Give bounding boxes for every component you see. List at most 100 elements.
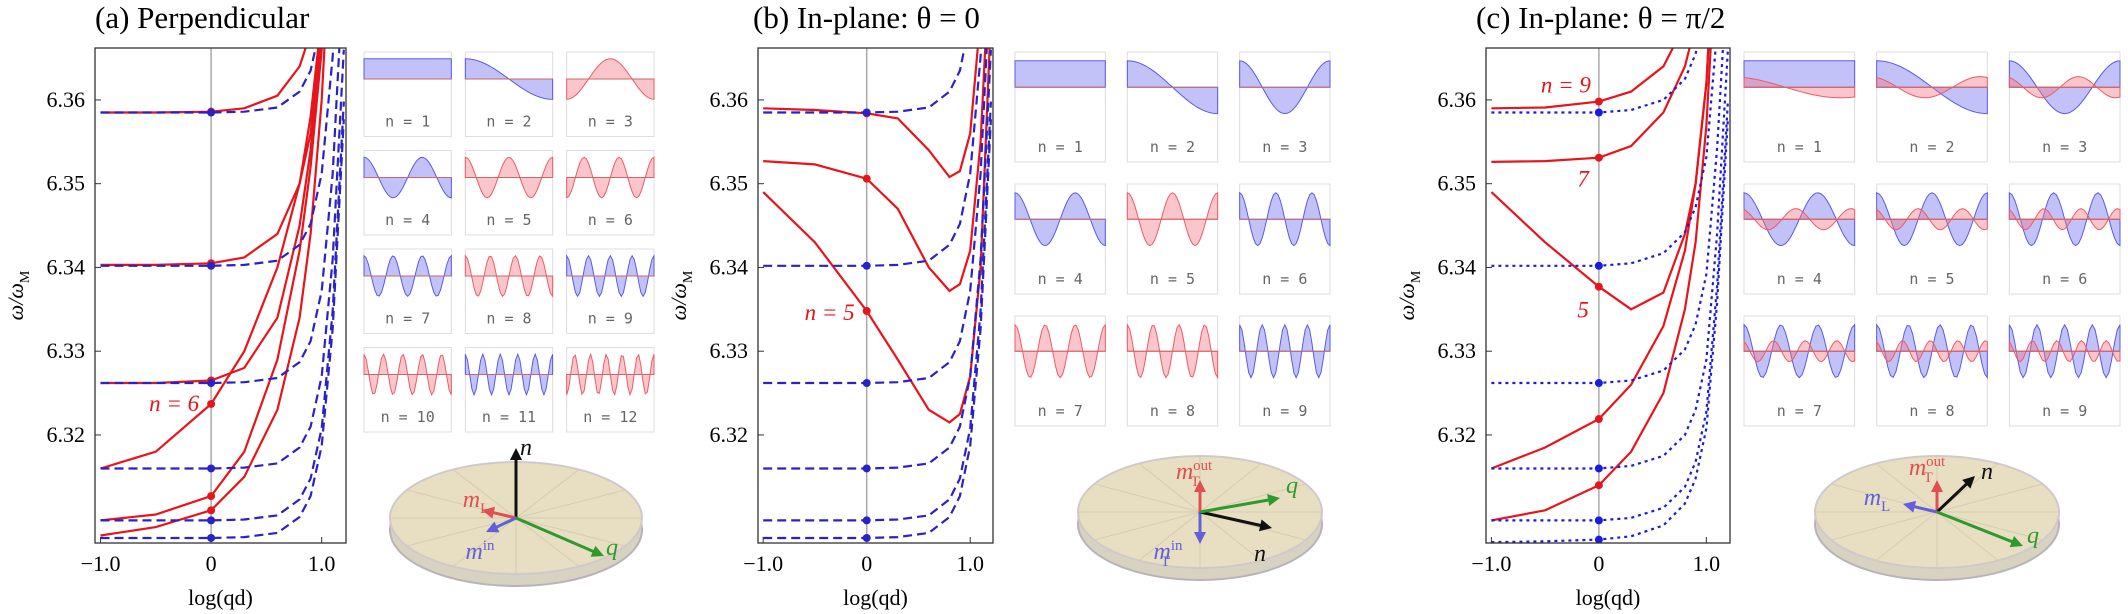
vector-label-symbol: n	[1981, 459, 1993, 485]
y-tick-label: 6.35	[1438, 171, 1477, 196]
vector-arrow	[1199, 510, 1265, 528]
y-axis-label-main: ω/ω	[1394, 283, 1419, 320]
mode-label: n = 5	[1909, 270, 1954, 288]
vector-label-sup: out	[1926, 454, 1946, 470]
mode-label: n = 4	[1038, 270, 1083, 288]
mode-box	[1126, 315, 1219, 427]
curve	[100, 48, 323, 522]
vector-label: n	[520, 435, 532, 461]
mode-label: n = 6	[1262, 270, 1307, 288]
mode-box	[464, 150, 554, 236]
curve	[763, 101, 992, 522]
mode-box	[566, 248, 655, 334]
x-tick-label: 0	[206, 551, 217, 576]
mode-label: n = 2	[1909, 138, 1954, 156]
mode-box	[1126, 183, 1219, 295]
vector-label-symbol: m	[463, 487, 480, 513]
x-tick-label: −1.0	[1471, 551, 1511, 576]
y-tick-label: 6.32	[1438, 422, 1477, 447]
vector-arrow	[1199, 497, 1273, 514]
mode-shape	[363, 58, 452, 80]
curves	[762, 48, 992, 542]
mode-shape	[1743, 60, 1856, 88]
mode-box	[2008, 51, 2121, 163]
y-axis-label: ω/ωM	[3, 270, 33, 320]
marker	[862, 516, 871, 525]
mode-box	[363, 150, 452, 236]
vector-arrow	[492, 516, 517, 530]
y-tick-label: 6.34	[1438, 254, 1477, 279]
marker	[207, 516, 216, 525]
mode-box	[2008, 315, 2121, 427]
vector-label: mout T	[1909, 454, 1946, 486]
vector-label: mout T	[1176, 458, 1213, 490]
mode-label: n = 3	[588, 113, 633, 131]
marker	[1594, 535, 1603, 543]
mode-box	[363, 248, 452, 334]
mode-label: n = 6	[2042, 270, 2087, 288]
vector-head	[2009, 536, 2023, 548]
curves	[1490, 48, 1729, 543]
vector-head	[1962, 476, 1975, 489]
marker	[207, 379, 216, 388]
marker	[862, 174, 871, 183]
mode-box	[1876, 183, 1988, 295]
curve	[100, 101, 345, 522]
mode-label: n = 2	[1150, 138, 1195, 156]
mode-box	[1876, 315, 1988, 427]
mode-label: n = 10	[381, 408, 435, 426]
y-tick-label: 6.34	[710, 254, 749, 279]
curve	[1491, 48, 1725, 385]
y-tick-label: 6.33	[47, 338, 86, 363]
vector-label-sup: out	[1193, 458, 1213, 474]
mode-box	[566, 51, 655, 137]
mode-label: n = 5	[1150, 270, 1195, 288]
curve	[763, 48, 987, 293]
mode-box	[1876, 51, 1988, 163]
mode-box	[1126, 51, 1219, 163]
curve	[1491, 49, 1729, 470]
mode-label: n = 8	[486, 310, 531, 328]
curve	[763, 48, 983, 267]
mode-label: n = 8	[1909, 402, 1954, 420]
vector-label-sub: L	[1881, 499, 1890, 515]
y-axis-label-main: ω/ω	[3, 283, 28, 320]
mode-label: n = 6	[588, 211, 633, 229]
mode-shape	[1014, 60, 1106, 88]
marker	[1594, 481, 1603, 490]
x-axis-label: log(qd)	[1576, 585, 1641, 610]
vector-label-symbol: m	[1864, 485, 1881, 511]
vector-label: mL	[1864, 485, 1890, 515]
vector-label: q	[1286, 473, 1298, 499]
vector-label-sup: in	[483, 538, 495, 554]
mode-box	[1239, 183, 1331, 295]
marker	[207, 108, 216, 117]
mode-label: n = 7	[1777, 402, 1822, 420]
curve	[100, 48, 317, 114]
curve	[100, 48, 322, 266]
marker	[862, 464, 871, 473]
mode-box	[1014, 183, 1106, 295]
plot-frame	[1485, 47, 1731, 544]
y-tick-label: 6.35	[47, 171, 86, 196]
vector-label-sub: T	[1161, 554, 1170, 570]
marker	[1594, 379, 1603, 388]
curve	[100, 48, 326, 537]
vector-label: min	[466, 538, 495, 565]
vector-label-symbol: n	[520, 435, 532, 461]
y-tick-label: 6.36	[710, 87, 749, 112]
x-tick-label: 0	[861, 551, 872, 576]
y-tick-label: 6.32	[47, 422, 86, 447]
y-tick-label: 6.34	[47, 254, 86, 279]
vector-label-symbol: m	[1154, 539, 1171, 565]
mode-box	[1014, 315, 1106, 427]
mode-box	[464, 248, 554, 334]
x-tick-label: 0	[1593, 551, 1604, 576]
vector-label: mL	[463, 487, 489, 517]
mode-shape	[1743, 340, 1856, 363]
vector-label: n	[1981, 459, 1993, 485]
mode-label: n = 11	[482, 408, 536, 426]
marker	[1594, 108, 1603, 117]
vector-label: n	[1254, 541, 1266, 567]
y-axis-label: ω/ωM	[1394, 270, 1424, 320]
